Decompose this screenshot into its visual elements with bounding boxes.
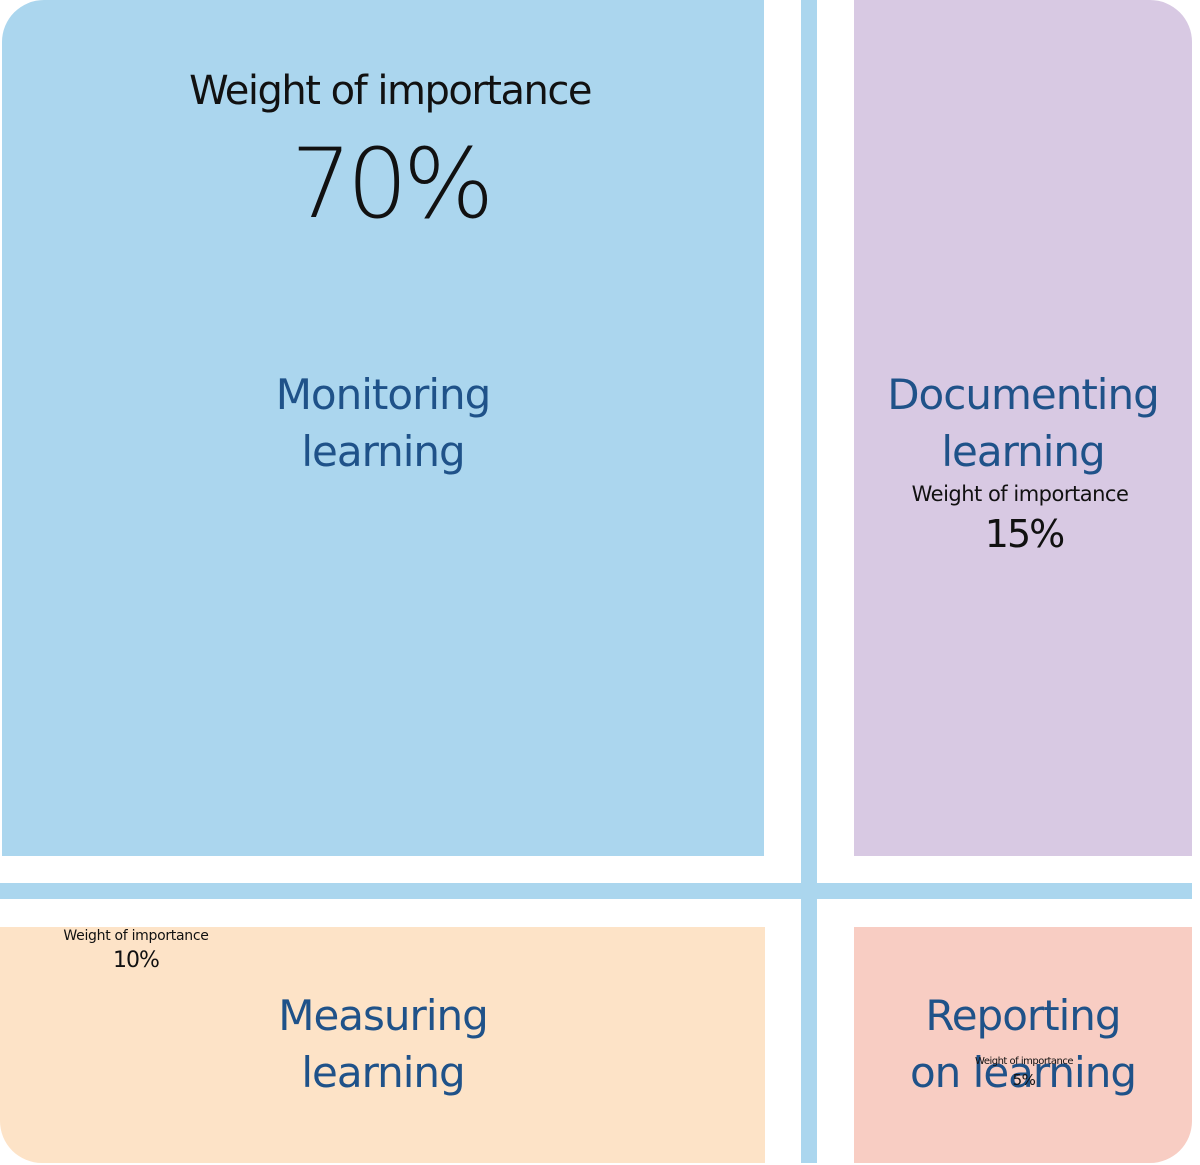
reporting-title-line1: Reporting [925,991,1121,1040]
monitoring-title-line2: learning [301,427,465,476]
measuring-weight-label: Weight of importance [63,928,209,944]
documenting-weight-label: Weight of importance [911,482,1129,506]
documenting-learning-panel [854,0,1192,856]
reporting-on-learning-title: Reporting on learning [854,987,1192,1101]
measuring-title-line1: Measuring [278,991,489,1040]
reporting-weight-label: Weight of importance [975,1056,1073,1067]
documenting-weight-value: 15% [984,512,1065,556]
horizontal-divider [0,883,1192,899]
monitoring-learning-panel [2,0,764,856]
reporting-on-learning-panel [854,927,1192,1163]
documenting-learning-title: Documenting learning [854,366,1192,480]
monitoring-learning-title: Monitoring learning [0,366,766,480]
documenting-title-line2: learning [941,427,1105,476]
documenting-title-line1: Documenting [887,370,1160,419]
monitoring-weight-label: Weight of importance [189,68,592,114]
monitoring-weight-value: 70% [290,128,494,240]
measuring-title-line2: learning [301,1048,465,1097]
measuring-learning-panel [0,927,765,1163]
reporting-weight-value: 5% [1012,1071,1036,1089]
vertical-divider [801,0,817,1163]
measuring-weight-value: 10% [113,948,160,973]
measuring-learning-title: Measuring learning [0,987,766,1101]
reporting-title-line2: on learning [909,1048,1137,1097]
monitoring-title-line1: Monitoring [275,370,492,419]
